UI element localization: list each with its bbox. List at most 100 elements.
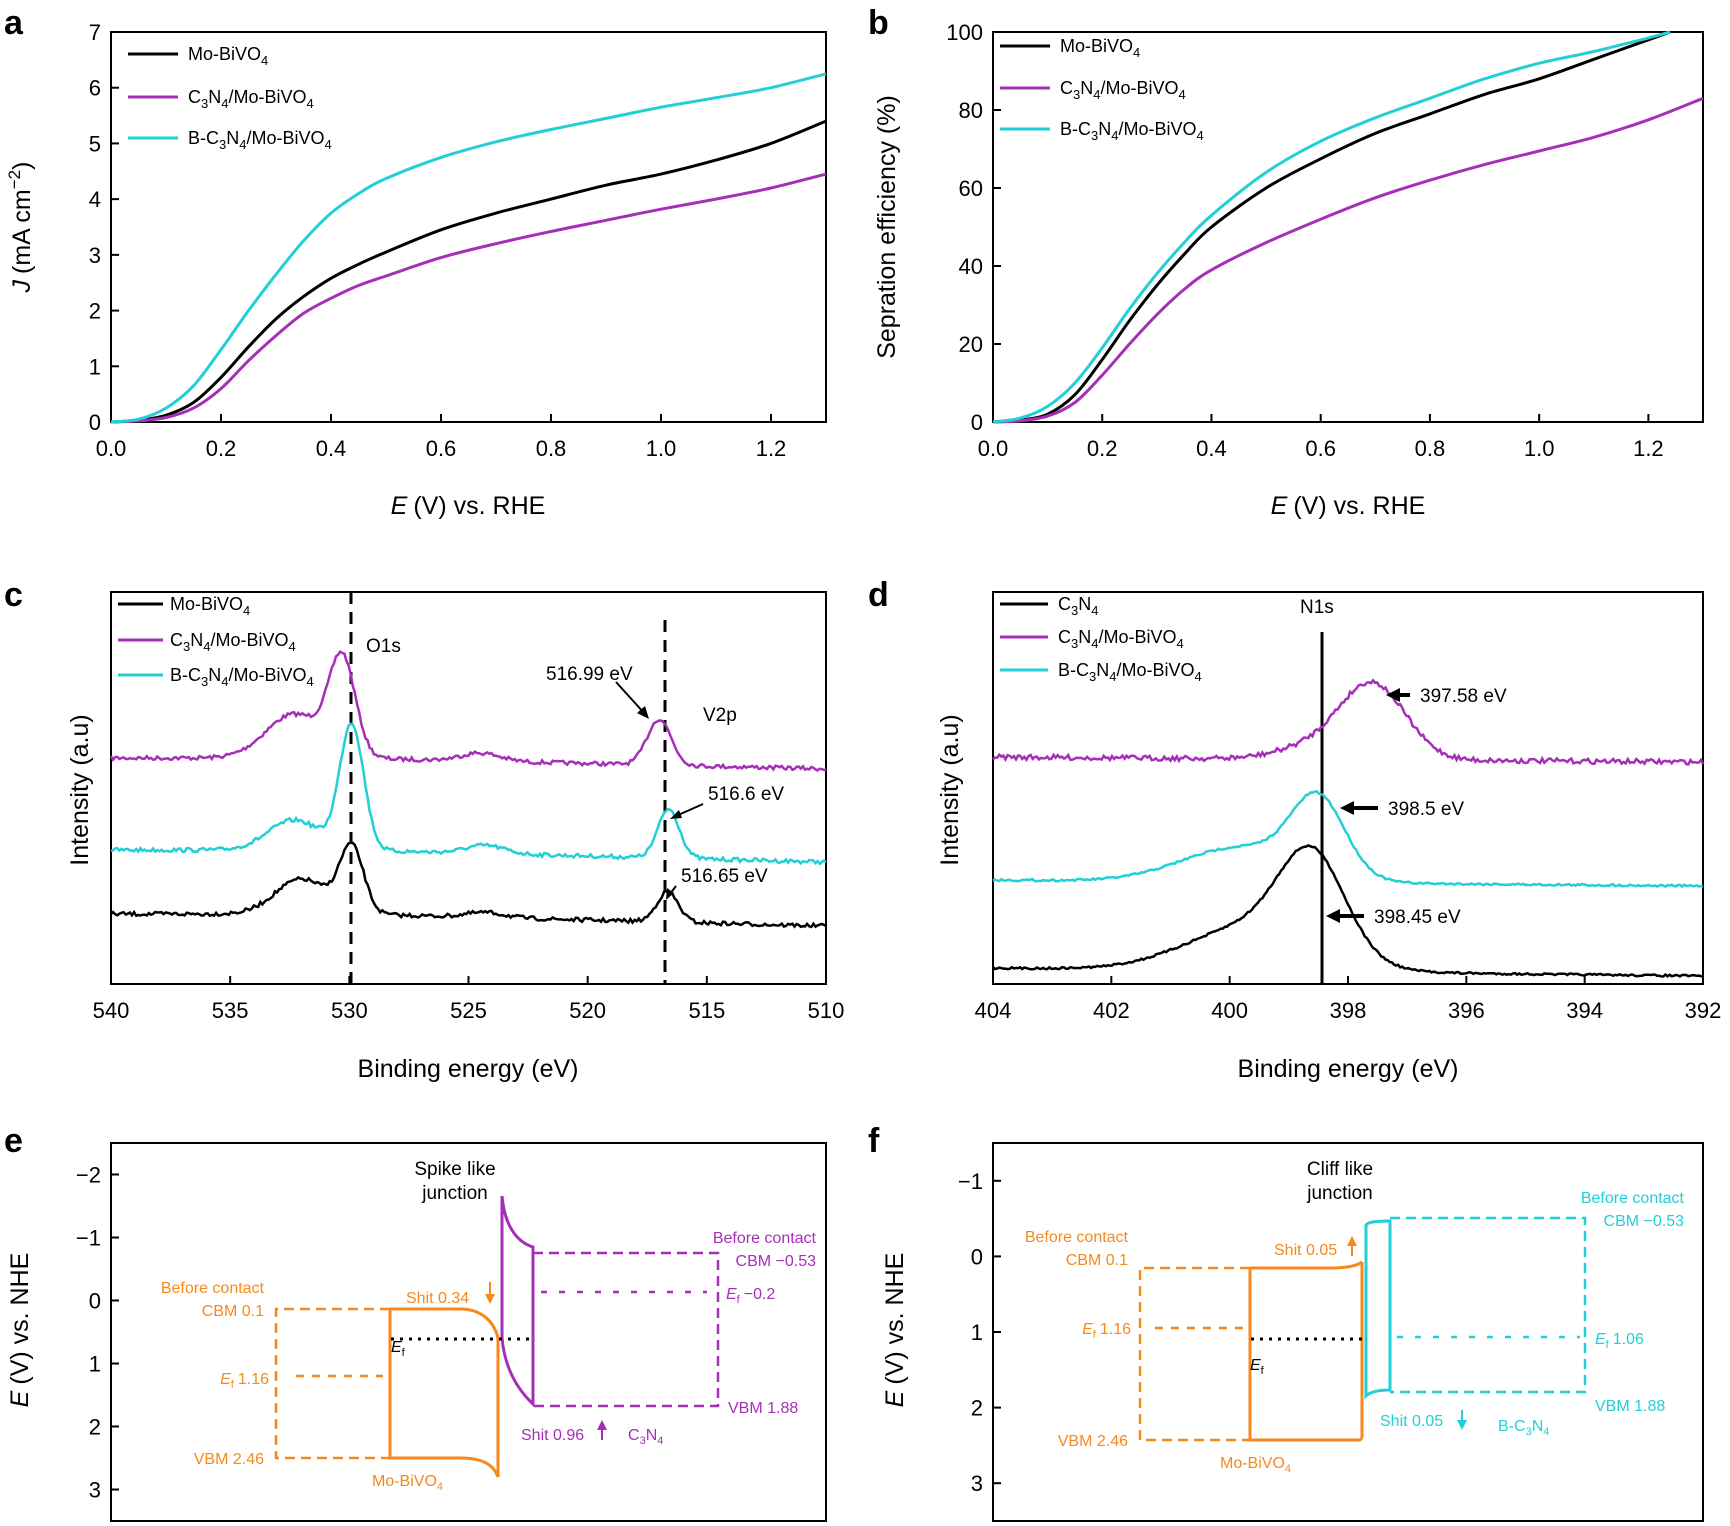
y-tick-label: 7 [89,20,101,45]
f-mo-before-box [1138,1266,1250,1442]
chart-a-ticks: 0.0 0.2 0.4 0.6 0.8 1.0 1.2 0 1 2 3 4 5 6 7 [89,20,787,461]
f-ef-label: Ef [1250,1357,1265,1377]
x-tick-label: 0.4 [1196,436,1227,461]
chart-c-xlabel: Binding energy (eV) [358,1055,579,1083]
arrowhead-516-99 [637,706,649,719]
legend-d-c3n4-mo: C3N4/Mo-BiVO4 [1058,627,1184,651]
x-tick-label: 392 [1685,998,1722,1023]
chart-a-xlabel: E (V) vs. RHE [391,492,546,520]
y-tick-label: 3 [971,1471,983,1496]
panel-letter-e: e [4,1122,23,1160]
diagram-f-ticks: −1 0 1 2 3 [958,1169,1001,1496]
x-tick-label: 394 [1566,998,1603,1023]
y-tick-label: 2 [89,299,101,324]
chart-a-frame [110,31,827,423]
panel-letter-f: f [868,1122,880,1160]
e-mo-before-label: Before contact [161,1280,265,1297]
chart-a: 0.0 0.2 0.4 0.6 0.8 1.0 1.2 0 1 2 3 4 5 6 7 Mo-BiVO4 C… [5,20,827,520]
f-bc3n4-before-label: Before contact [1581,1190,1685,1207]
chart-d-ylabel: Intensity (a.u) [936,714,964,865]
series-line-C3N4/Mo-BiVO4 [992,96,1704,424]
panel-letter-c: c [4,576,23,614]
f-shit-005-b: Shit 0.05 [1380,1413,1443,1430]
x-tick-label: 515 [688,998,725,1023]
panel-letter-a: a [4,4,24,42]
x-tick-label: 396 [1448,998,1485,1023]
xps-d-c3n4 [992,844,1704,979]
x-tick-label: 0.6 [426,436,457,461]
label-398-45: 398.45 eV [1374,907,1461,928]
label-n1s: N1s [1300,597,1334,618]
chart-d-ticks: 404 402 400 398 396 394 392 [975,976,1722,1023]
diagram-e-ticks: −2 −1 0 1 2 3 [76,1163,119,1503]
arrowbar-398-45 [1338,914,1364,918]
e-mo-cbm: CBM 0.1 [202,1303,264,1320]
y-tick-label: 2 [89,1415,101,1440]
chart-b-series [992,30,1704,424]
x-tick-label: 510 [808,998,845,1023]
legend-c-c3n4: C3N4/Mo-BiVO4 [170,630,296,654]
x-tick-label: 398 [1330,998,1367,1023]
chart-b: 0.0 0.2 0.4 0.6 0.8 1.0 1.2 0 20 40 60 80 100 Mo-BiV… [873,20,1704,520]
arrowhead-397-58 [1386,688,1400,702]
x-tick-label: 0.6 [1305,436,1336,461]
label-516-6: 516.6 eV [708,784,784,805]
f-mo-vbm: VBM 2.46 [1058,1433,1128,1450]
arrowhead-516-6 [670,810,682,819]
x-tick-label: 0.0 [96,436,127,461]
x-tick-label: 0.2 [1087,436,1118,461]
e-shit-034-arrowhead [485,1294,495,1304]
series-line-B-C3N4/Mo-BiVO4 [110,72,827,424]
xps-d-bc3n4 [992,789,1704,889]
label-516-99: 516.99 eV [546,664,633,685]
legend-a-mo: Mo-BiVO4 [188,44,268,68]
xps-c-c3n4 [109,650,827,772]
x-tick-label: 404 [975,998,1012,1023]
panel-letter-b: b [868,4,889,42]
legend-c-bc3n4: B-C3N4/Mo-BiVO4 [170,665,314,689]
e-c3n4-before-box [533,1251,720,1408]
y-tick-label: 1 [89,1352,101,1377]
y-tick-label: 80 [959,98,983,123]
y-tick-label: 3 [89,1478,101,1503]
e-mo-ef: Ef 1.16 [220,1371,269,1391]
panel-letter-d: d [868,576,889,614]
y-tick-label: −1 [958,1169,983,1194]
legend-b-c3n4: C3N4/Mo-BiVO4 [1060,78,1186,102]
chart-d-frame [992,591,1704,985]
e-mo-vbm: VBM 2.46 [194,1451,264,1468]
y-tick-label: 100 [946,20,983,45]
xps-c-mo [110,841,827,929]
legend-d-bc3n4: B-C3N4/Mo-BiVO4 [1058,660,1202,684]
chart-d-legend: C3N4 C3N4/Mo-BiVO4 B-C3N4/Mo-BiVO4 [1000,594,1202,684]
e-title-line1: Spike like [414,1159,495,1180]
chart-c-ylabel: Intensity (a.u) [66,714,94,865]
label-516-65: 516.65 eV [681,866,768,887]
f-shit-b-arrowhead [1457,1420,1467,1430]
x-tick-label: 520 [569,998,606,1023]
y-tick-label: 0 [89,410,101,435]
series-line-Mo-BiVO4 [110,119,827,424]
diagram-e: −2 −1 0 1 2 3 E(V) vs. NHE Spike like junctio… [6,1142,827,1522]
diagram-f-ylabel: E(V) vs. NHE [881,1253,909,1408]
legend-c-mo: Mo-BiVO4 [170,594,250,618]
e-title-line2: junction [421,1183,488,1204]
f-mo-cbm: CBM 0.1 [1066,1252,1128,1269]
y-tick-label: 2 [971,1396,983,1421]
f-mo-after-band [1248,1260,1364,1442]
f-bc3n4-cbm: CBM −0.53 [1604,1213,1685,1230]
x-tick-label: 0.8 [536,436,567,461]
e-c3n4-vbm: VBM 1.88 [728,1400,798,1417]
x-tick-label: 0.0 [978,436,1009,461]
x-tick-label: 402 [1093,998,1130,1023]
chart-b-ylabel: Sepration efficiency (%) [873,95,901,359]
arrowhead-398-5 [1340,801,1354,815]
chart-a-legend: Mo-BiVO4 C3N4/Mo-BiVO4 B-C3N4/Mo-BiVO4 [128,44,332,152]
x-tick-label: 540 [93,998,130,1023]
e-c3n4-name: C3N4 [628,1427,663,1447]
e-c3n4-ef: Ef −0.2 [726,1286,775,1306]
y-tick-label: 60 [959,176,983,201]
chart-b-xlabel: E (V) vs. RHE [1271,492,1426,520]
x-tick-label: 1.2 [1633,436,1664,461]
